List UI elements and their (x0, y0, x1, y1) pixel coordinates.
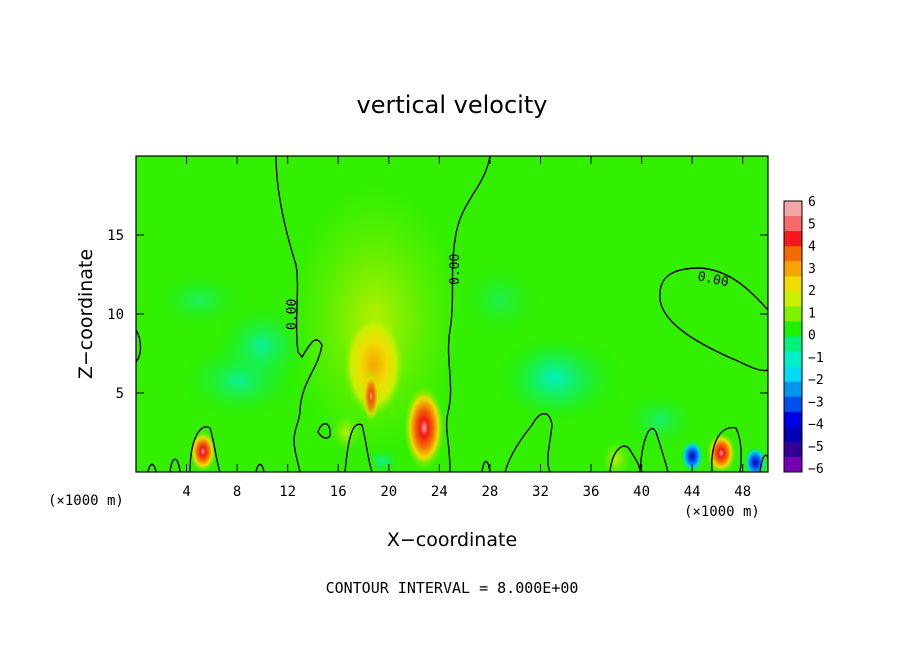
feature-cell (681, 440, 704, 472)
downdraft-band (455, 260, 545, 340)
y-tick-label: 5 (116, 386, 124, 402)
x-tick-label: 20 (380, 484, 397, 500)
colorbar-swatch (784, 366, 802, 383)
contour-line (609, 445, 641, 472)
contour-line (147, 463, 157, 472)
feature-cell (744, 446, 767, 472)
colorbar-label: 0 (808, 329, 816, 344)
feature-cell (362, 370, 381, 423)
feature-cell (503, 332, 604, 423)
x-axis: 4 8 12 16 20 24 28 32 36 40 44 48 (182, 156, 751, 500)
contour-line (189, 426, 221, 472)
contour-line (639, 427, 669, 472)
colorbar-swatch (784, 201, 802, 217)
y-tick-label: 10 (107, 307, 124, 323)
feature-cell (707, 433, 736, 472)
x-tick-label: 44 (684, 484, 701, 500)
colorbar-swatch (784, 411, 802, 428)
feature-cell (189, 431, 216, 472)
colorbar-swatch (784, 456, 802, 473)
colorbar-label: 2 (808, 284, 816, 299)
colorbar-swatch (784, 396, 802, 413)
downdraft-band (620, 390, 700, 450)
colorbar-swatch (784, 306, 802, 322)
y-tick-label: 15 (107, 228, 124, 244)
colorbar-swatch (784, 381, 802, 398)
colorbar-swatch (784, 246, 802, 262)
x-unit-left: (×1000 m) (48, 493, 124, 509)
colorbar-swatch (784, 426, 802, 443)
colorbar-swatch (784, 291, 802, 307)
contour-line (445, 156, 491, 472)
colorbar-label: −3 (808, 395, 824, 410)
x-unit-right: (×1000 m) (684, 504, 760, 520)
colorbar-label: −1 (808, 351, 824, 366)
colorbar-label: −5 (808, 440, 824, 455)
x-tick-label: 32 (532, 484, 549, 500)
contour-line (659, 267, 768, 372)
x-tick-label: 40 (633, 484, 650, 500)
feature-cell (331, 414, 360, 451)
x-tick-label: 28 (481, 484, 498, 500)
colorbar-swatch (784, 276, 802, 292)
colorbar-label: 6 (808, 195, 816, 210)
x-tick-label: 12 (279, 484, 296, 500)
x-axis-label: X−coordinate (387, 529, 517, 551)
contour-line (255, 463, 265, 472)
contour-line (711, 426, 742, 472)
x-tick-label: 36 (583, 484, 600, 500)
colorbar-label: 3 (808, 262, 816, 277)
colorbar-label: −2 (808, 373, 824, 388)
contour-line (275, 156, 323, 472)
colorbar-swatch (784, 216, 802, 232)
colorbar-swatch (784, 261, 802, 277)
contour-label: 0.00 (696, 269, 730, 290)
contour-line (504, 413, 553, 472)
x-tick-label: 24 (431, 484, 448, 500)
x-tick-label: 16 (330, 484, 347, 500)
chart-title: vertical velocity (357, 91, 548, 119)
colorbar-frame (783, 200, 803, 473)
y-axis-label: Z−coordinate (75, 249, 97, 379)
downdraft-band (150, 270, 250, 330)
contour-line (136, 329, 142, 363)
colorbar-swatch (784, 336, 802, 353)
y-axis: 5 10 15 (107, 228, 768, 402)
colorbar-label: 1 (808, 306, 816, 321)
colorbar-label: 4 (808, 240, 816, 255)
colorbar-swatch (784, 351, 802, 368)
contour-line (344, 423, 373, 472)
contour-label: 0.00 (285, 299, 300, 330)
contour-line (169, 458, 181, 472)
contour-interval-note: CONTOUR INTERVAL = 8.000E+00 (326, 579, 579, 597)
colorbar-label: 5 (808, 217, 816, 232)
feature-cell (364, 446, 401, 472)
plot-area (136, 156, 768, 472)
x-tick-label: 4 (182, 484, 190, 500)
colorbar-label: −6 (808, 462, 824, 477)
feature-cell (212, 300, 313, 391)
colorbar: 6 5 4 3 2 1 0 −1 −2 −3 −4 −5 −6 (783, 195, 824, 477)
colorbar-swatch (784, 321, 802, 337)
zero-contours (136, 156, 768, 472)
contour-label: 0.00 (448, 254, 463, 285)
feature-cell (404, 385, 445, 470)
x-tick-label: 48 (734, 484, 751, 500)
colorbar-swatch (784, 231, 802, 247)
feature-cell (343, 312, 404, 417)
feature-cell (602, 441, 631, 472)
colorbar-label: −4 (808, 418, 824, 433)
x-tick-label: 8 (233, 484, 241, 500)
colorbar-swatch (784, 441, 802, 458)
contour-line (317, 423, 331, 439)
